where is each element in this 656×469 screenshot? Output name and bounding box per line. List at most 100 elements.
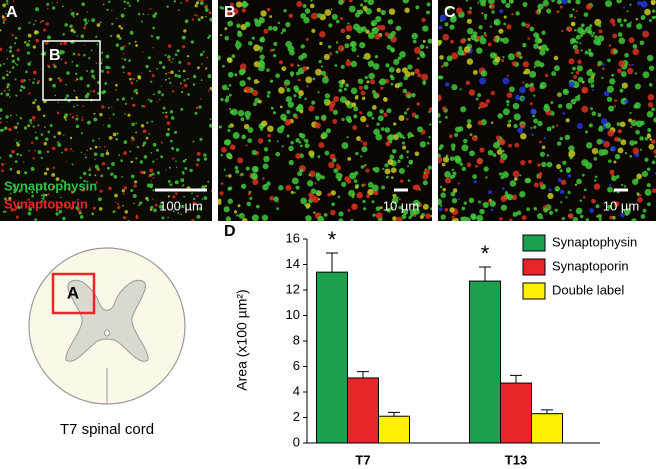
speckle	[357, 78, 364, 85]
speckle	[585, 218, 590, 221]
speckle	[648, 143, 655, 150]
speckle	[1, 162, 5, 166]
y-tick-label: 2	[293, 409, 300, 424]
speckle	[477, 93, 482, 98]
panel-label: D	[224, 223, 236, 240]
speckle	[449, 15, 457, 23]
speckle	[27, 62, 31, 66]
speckle	[444, 170, 451, 178]
speckle	[534, 37, 542, 44]
speckle	[310, 188, 317, 195]
speckle	[46, 150, 50, 153]
speckle	[97, 168, 100, 171]
speckle	[533, 94, 536, 97]
speckle	[422, 180, 428, 186]
speckle	[397, 159, 401, 163]
speckle	[360, 26, 367, 32]
speckle	[570, 21, 576, 27]
speckle	[569, 209, 572, 212]
speckle	[95, 62, 98, 65]
speckle	[640, 14, 646, 20]
speckle	[386, 207, 392, 213]
speckle	[346, 136, 349, 139]
speckle	[546, 161, 553, 168]
speckle	[32, 45, 36, 49]
speckle	[408, 216, 412, 220]
speckle	[66, 71, 70, 75]
speckle	[57, 142, 62, 147]
speckle	[593, 38, 600, 45]
speckle	[565, 102, 573, 110]
speckle	[478, 200, 481, 204]
speckle	[318, 142, 325, 149]
speckle	[576, 178, 582, 185]
speckle	[609, 184, 612, 187]
speckle	[513, 123, 518, 129]
legend-label: Synaptophysin	[552, 234, 637, 249]
speckle	[325, 128, 331, 134]
speckle	[602, 67, 605, 71]
speckle	[556, 141, 562, 146]
speckle	[106, 70, 110, 74]
speckle	[225, 152, 233, 159]
speckle	[228, 84, 232, 87]
speckle	[86, 84, 90, 88]
speckle	[640, 214, 646, 219]
speckle	[24, 41, 27, 44]
speckle	[617, 129, 623, 134]
speckle	[263, 147, 269, 152]
speckle	[223, 168, 226, 171]
speckle	[626, 10, 629, 13]
speckle	[392, 216, 397, 221]
speckle	[490, 121, 494, 124]
speckle	[533, 43, 539, 49]
speckle	[591, 198, 596, 204]
speckle	[170, 70, 174, 75]
speckle	[145, 64, 149, 69]
speckle	[572, 8, 575, 11]
speckle	[156, 67, 159, 70]
speckle	[103, 145, 106, 148]
speckle	[336, 165, 342, 171]
speckle	[174, 73, 178, 78]
speckle	[508, 0, 514, 4]
speckle	[592, 31, 596, 35]
speckle	[398, 205, 402, 210]
speckle	[162, 111, 165, 114]
speckle	[89, 167, 92, 170]
speckle	[454, 155, 461, 162]
speckle	[547, 192, 554, 200]
speckle	[477, 120, 483, 126]
y-tick-label: 10	[286, 307, 300, 322]
speckle	[407, 64, 413, 70]
speckle	[343, 87, 347, 91]
speckle	[170, 116, 175, 120]
speckle	[277, 200, 280, 203]
speckle	[73, 105, 75, 108]
speckle	[449, 207, 455, 213]
speckle	[543, 103, 549, 109]
speckle	[251, 149, 257, 156]
speckle	[365, 29, 370, 34]
speckle	[591, 111, 597, 116]
speckle	[75, 96, 79, 100]
speckle	[367, 32, 375, 40]
speckle	[55, 212, 59, 216]
speckle	[372, 167, 376, 171]
speckle	[209, 118, 212, 120]
speckle	[167, 44, 172, 48]
speckle	[624, 211, 629, 216]
speckle	[380, 127, 385, 131]
speckle	[425, 46, 429, 49]
speckle	[61, 5, 64, 8]
speckle	[566, 26, 573, 33]
speckle	[121, 57, 123, 60]
speckle	[303, 17, 310, 24]
speckle	[454, 132, 459, 137]
speckle	[482, 201, 489, 208]
speckle	[185, 70, 187, 72]
texture	[0, 0, 212, 221]
speckle	[20, 188, 22, 190]
speckle	[200, 79, 203, 81]
speckle	[584, 50, 589, 55]
